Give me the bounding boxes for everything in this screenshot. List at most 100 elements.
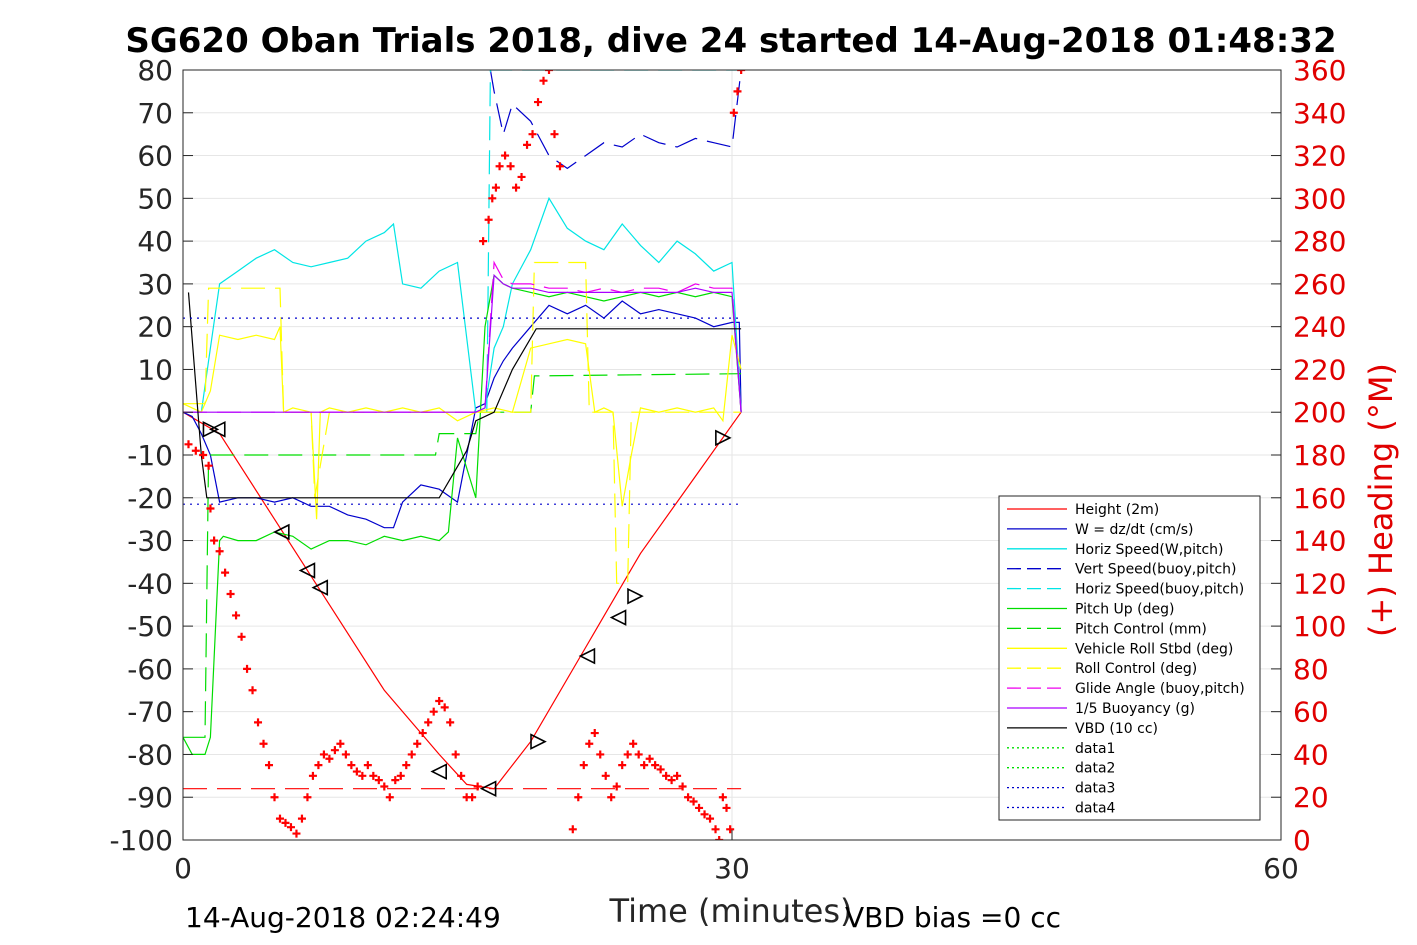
y-left-tick-label: 10: [137, 353, 173, 386]
heading-marker: [640, 761, 649, 770]
heading-marker: [325, 754, 334, 763]
y-left-tick-label: -40: [127, 567, 173, 600]
x-axis-label: Time (minutes): [609, 892, 853, 930]
heading-marker: [254, 718, 263, 727]
heading-marker: [435, 696, 444, 705]
y-right-tick-label: 200: [1293, 396, 1346, 429]
triangle-marker: [627, 587, 644, 605]
heading-marker: [275, 814, 284, 823]
heading-marker: [314, 761, 323, 770]
heading-marker: [512, 183, 521, 192]
heading-marker: [281, 818, 290, 827]
heading-marker: [407, 750, 416, 759]
chart-title: SG620 Oban Trials 2018, dive 24 started …: [125, 21, 1336, 61]
y-left-tick-label: -80: [127, 738, 173, 771]
legend-label: Vert Speed(buoy,pitch): [1075, 562, 1237, 578]
y-left-tick-label: -60: [127, 653, 173, 686]
heading-marker: [303, 793, 312, 802]
triangle-marker: [273, 523, 290, 541]
heading-marker: [678, 782, 687, 791]
y-left-tick-label: -50: [127, 610, 173, 643]
x-tick-label: 60: [1263, 852, 1299, 885]
y-right-tick-label: 100: [1293, 610, 1346, 643]
heading-marker: [673, 771, 682, 780]
heading-marker: [191, 446, 200, 455]
heading-marker: [568, 825, 577, 834]
heading-marker: [402, 761, 411, 770]
y-left-tick-label: -70: [127, 696, 173, 729]
heading-marker: [286, 823, 295, 832]
y-right-tick-label: 280: [1293, 225, 1346, 258]
axis-ticks: 80706050403020100-10-20-30-40-50-60-70-8…: [109, 54, 1346, 885]
heading-marker: [424, 718, 433, 727]
y-left-tick-label: -20: [127, 482, 173, 515]
heading-marker: [695, 803, 704, 812]
heading-marker: [501, 151, 510, 160]
heading-marker: [292, 829, 301, 838]
series-buoy-line: [183, 273, 742, 413]
heading-marker: [596, 750, 605, 759]
legend-label: W = dz/dt (cm/s): [1075, 522, 1194, 538]
heading-marker: [574, 793, 583, 802]
legend-label: data3: [1075, 781, 1115, 797]
legend-label: 1/5 Buoyancy (g): [1075, 701, 1195, 717]
heading-marker: [199, 451, 208, 459]
heading-marker: [629, 739, 638, 748]
heading-marker: [221, 568, 230, 577]
heading-marker: [528, 130, 537, 139]
heading-marker: [226, 590, 235, 599]
heading-marker: [468, 793, 477, 802]
y-left-tick-label: 70: [137, 97, 173, 130]
y-right-tick-label: 360: [1293, 54, 1346, 87]
y-right-tick-label: 160: [1293, 482, 1346, 515]
series-vbd-line: [187, 292, 742, 499]
heading-marker: [737, 70, 746, 74]
heading-marker: [319, 750, 328, 759]
heading-marker: [243, 664, 252, 673]
heading-marker: [718, 793, 727, 802]
heading-marker: [491, 183, 500, 192]
heading-marker: [270, 793, 279, 802]
legend-label: data4: [1075, 801, 1116, 817]
series-horiz_w-line: [183, 196, 742, 414]
heading-marker: [380, 782, 389, 791]
heading-marker: [612, 782, 621, 791]
y-left-tick-label: 60: [137, 140, 173, 173]
legend-label: Roll Control (deg): [1075, 661, 1197, 677]
legend-label: VBD (10 cc): [1075, 721, 1158, 737]
legend: Height (2m) W = dz/dt (cm/s) Horiz Speed(W…: [998, 495, 1261, 821]
heading-marker: [385, 793, 394, 802]
heading-marker: [484, 215, 493, 224]
heading-marker: [352, 767, 361, 776]
y-left-tick-label: 30: [137, 268, 173, 301]
heading-marker: [585, 739, 594, 748]
series-roll-line: [183, 326, 742, 520]
y-left-tick-label: 20: [137, 311, 173, 344]
heading-marker: [440, 703, 449, 712]
heading-marker: [601, 771, 610, 780]
heading-marker: [545, 70, 553, 74]
footer-vbd-bias: VBD bias =0 cc: [845, 901, 1061, 934]
heading-marker: [534, 98, 543, 107]
heading-marker: [391, 776, 400, 785]
heading-marker: [623, 750, 632, 759]
triangle-marker: [479, 780, 497, 797]
heading-marker: [715, 836, 724, 840]
legend-label: Pitch Up (deg): [1075, 602, 1174, 618]
triangle-marker: [715, 429, 732, 447]
heading-marker: [711, 825, 720, 834]
heading-marker: [729, 108, 738, 117]
y-left-tick-label: -10: [127, 439, 173, 472]
y-right-tick-label: 300: [1293, 182, 1346, 215]
triangle-marker: [430, 763, 447, 780]
y-left-tick-label: 50: [137, 182, 173, 215]
y-right-tick-label: 220: [1293, 353, 1346, 386]
heading-marker: [374, 776, 383, 785]
heading-marker: [206, 504, 215, 513]
y-right-tick-label: 20: [1293, 781, 1329, 814]
heading-marker: [429, 707, 438, 716]
heading-marker: [645, 754, 654, 763]
heading-marker: [517, 172, 526, 181]
